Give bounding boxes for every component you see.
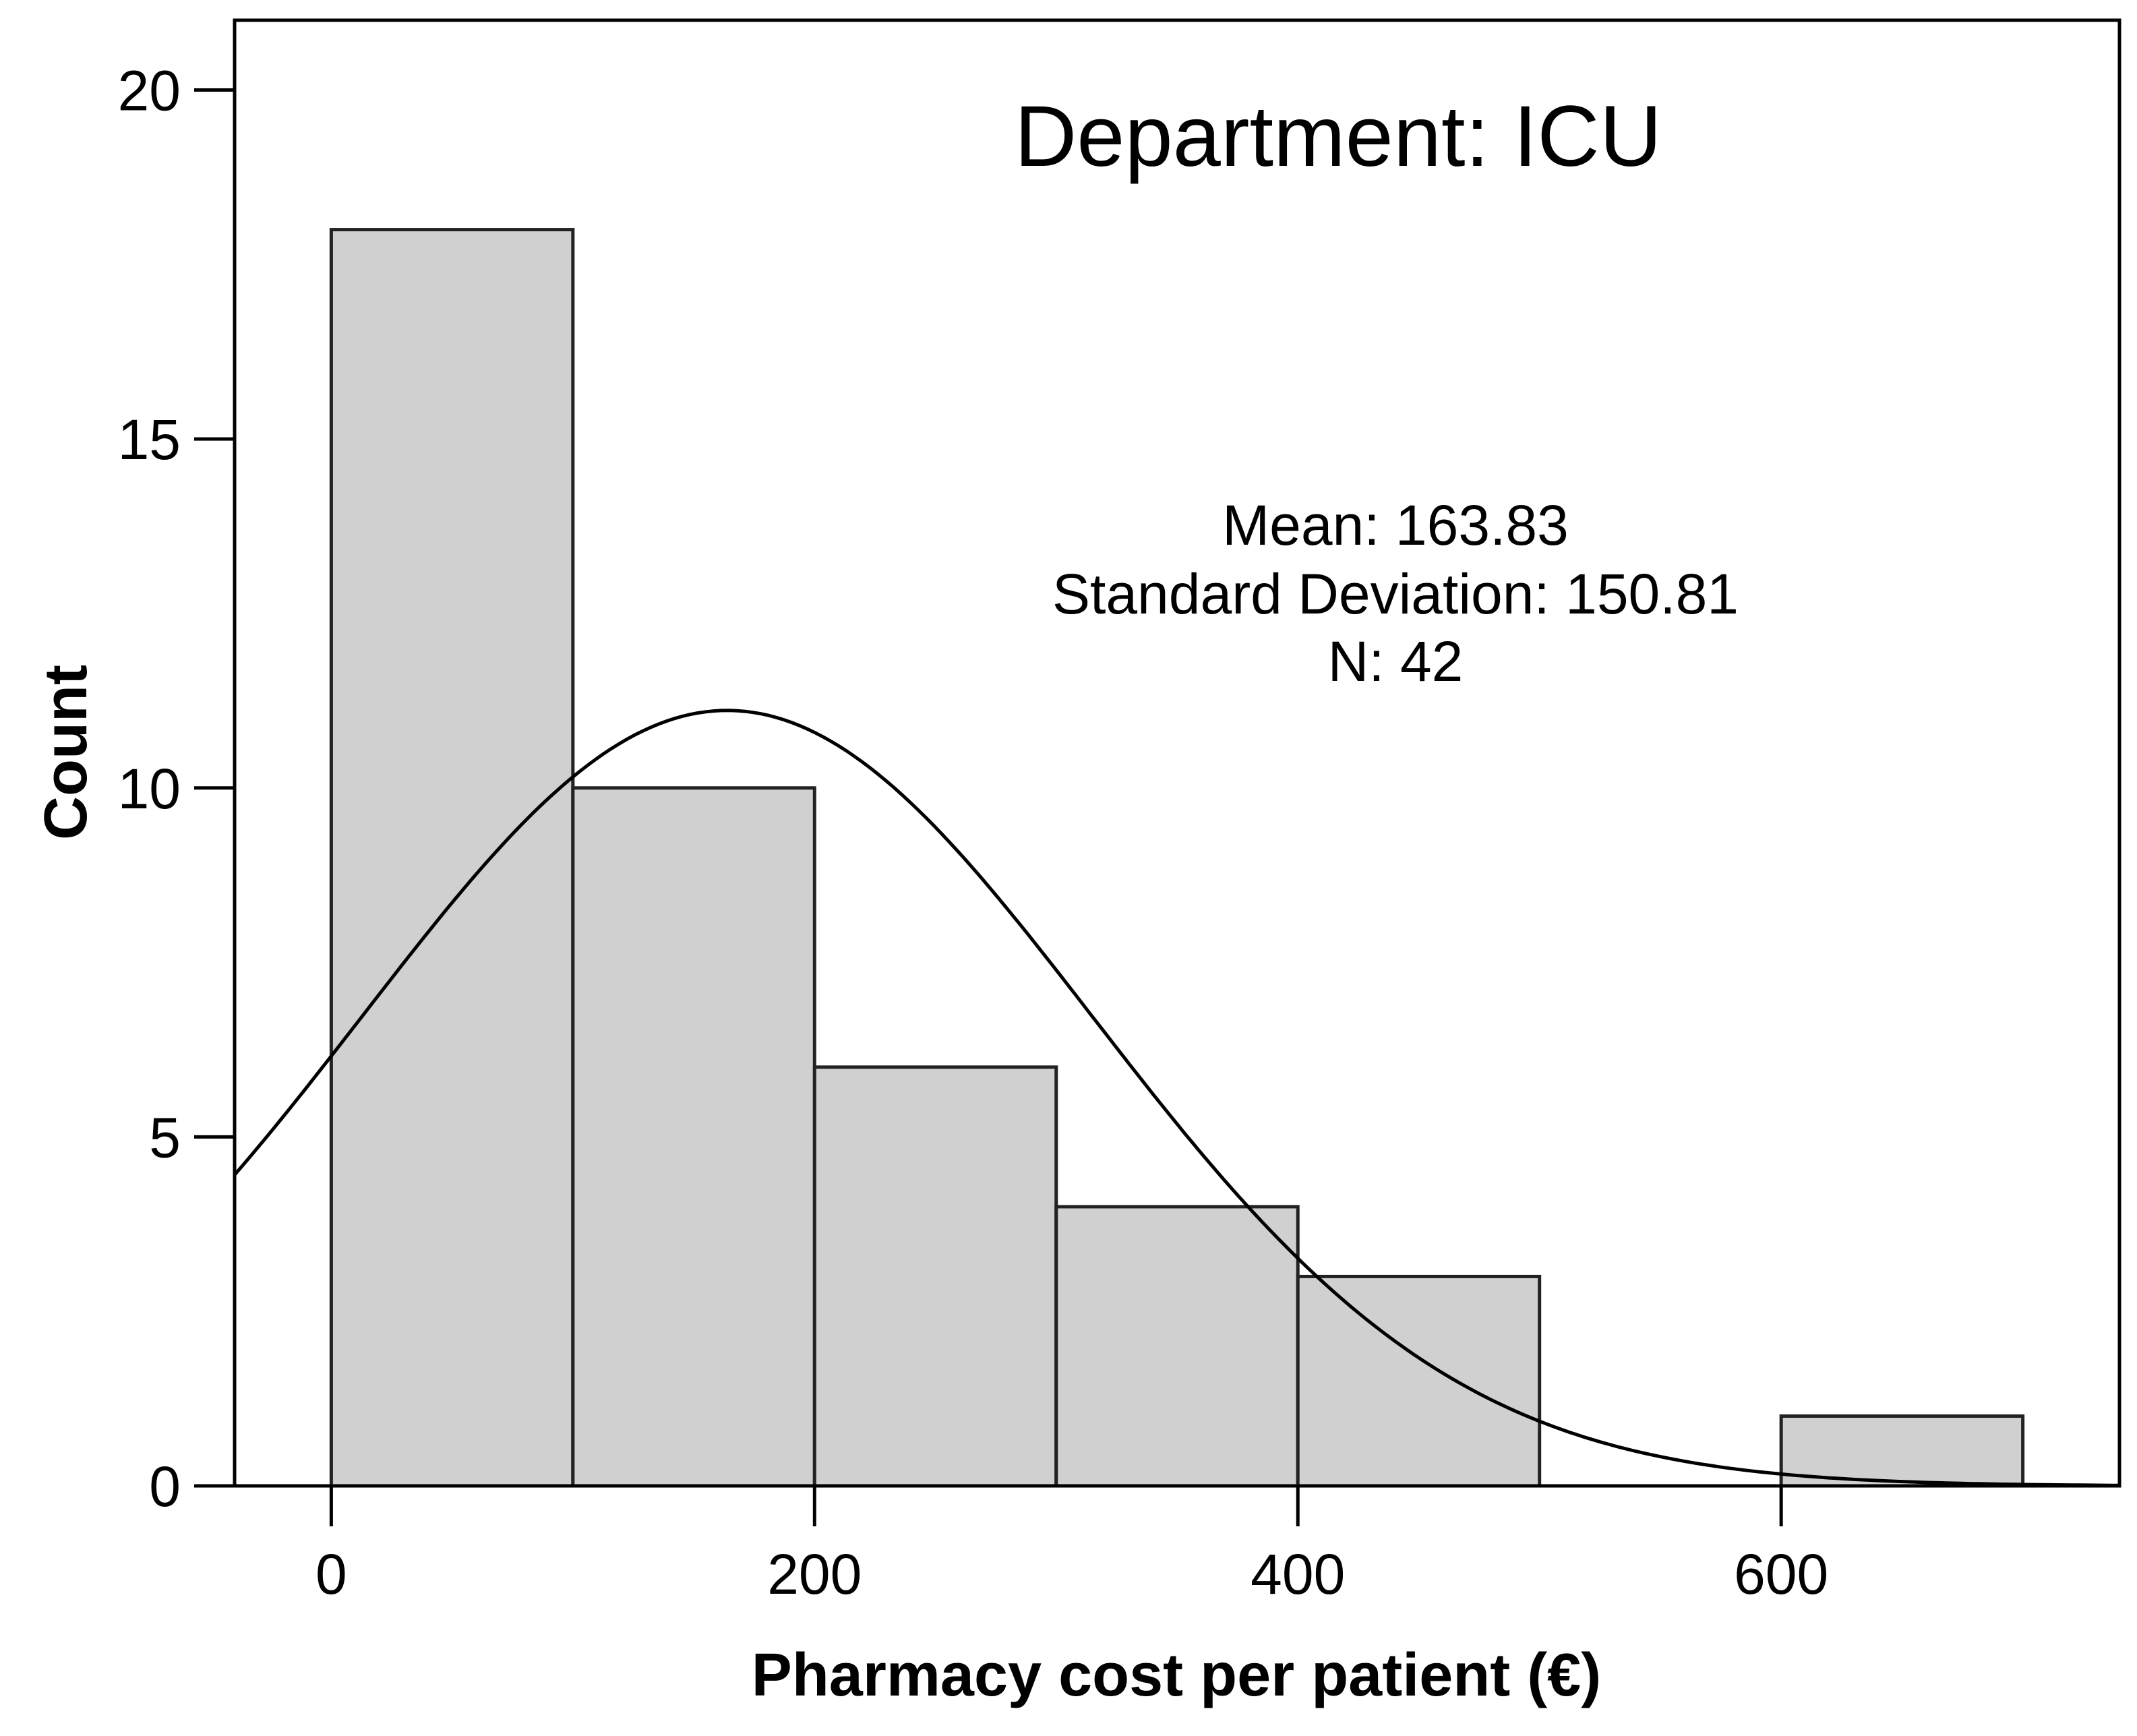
histogram-bar-4 (1296, 1274, 1542, 1488)
histogram-bar-1 (571, 786, 816, 1488)
plot-frame (233, 18, 2121, 1488)
y-axis-title: Count (32, 665, 100, 840)
histogram-bar-2 (812, 1065, 1058, 1488)
x-tick-label-0: 0 (315, 1543, 347, 1606)
x-tick-label-600: 600 (1734, 1543, 1828, 1606)
stats-n: N: 42 (1328, 630, 1464, 693)
y-tick-label-0: 0 (149, 1455, 181, 1518)
y-tick-label-5: 5 (149, 1106, 181, 1169)
histogram-bar-0 (329, 228, 575, 1488)
panel-title: Department: ICU (1015, 88, 1662, 185)
y-tick-label-15: 15 (118, 408, 181, 471)
stats-standard-deviation: Standard Deviation: 150.81 (1052, 562, 1739, 626)
stats-mean: Mean: 163.83 (1222, 493, 1569, 557)
y-tick-label-20: 20 (118, 59, 181, 123)
normal-distribution-curve (233, 709, 2119, 1487)
x-tick-label-400: 400 (1251, 1543, 1345, 1606)
bars-layer (329, 228, 2025, 1488)
x-tick-label-200: 200 (767, 1543, 862, 1606)
histogram-bar-3 (1054, 1205, 1300, 1488)
x-axis-title: Pharmacy cost per patient (€) (752, 1642, 1601, 1709)
y-tick-label-10: 10 (118, 757, 181, 820)
histogram-bar-6 (1779, 1414, 2025, 1488)
